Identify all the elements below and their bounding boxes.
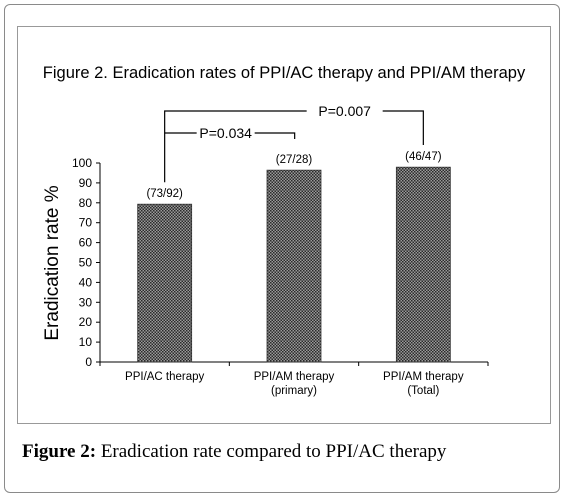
- y-tick-label: 10: [79, 335, 93, 349]
- bar: [137, 203, 193, 363]
- caption-text: Eradication rate compared to PPI/AC ther…: [96, 441, 447, 462]
- bar-chart: Figure 2. Eradication rates of PPI/AC th…: [42, 64, 526, 397]
- p-value-label: P=0.007: [318, 103, 371, 119]
- y-tick-label: 100: [72, 156, 92, 170]
- category-label: PPI/AM therapy: [383, 371, 464, 383]
- y-tick-label: 0: [85, 355, 92, 369]
- category-label: (primary): [271, 385, 317, 397]
- y-tick-label: 80: [79, 196, 93, 210]
- bar: [266, 169, 322, 363]
- chart-title: Figure 2. Eradication rates of PPI/AC th…: [43, 64, 526, 82]
- y-tick-label: 40: [79, 275, 93, 289]
- p-value-label: P=0.034: [199, 125, 252, 141]
- y-tick-label: 30: [79, 295, 93, 309]
- figure-frame: Figure 2. Eradication rates of PPI/AC th…: [4, 4, 560, 493]
- caption-label: Figure 2:: [22, 441, 97, 462]
- significance-brackets: P=0.034 P=0.007: [164, 103, 424, 183]
- category-label: PPI/AC therapy: [125, 371, 205, 383]
- y-tick-label: 60: [79, 236, 93, 250]
- bracket-line: [382, 110, 424, 145]
- category-label: (Total): [407, 385, 439, 397]
- y-tick-label: 90: [79, 176, 93, 190]
- axes: 0 10 20 30 40 50 60 70 80 90 100: [72, 156, 489, 369]
- y-tick-label: 50: [79, 256, 93, 270]
- y-axis-label: Eradication rate %: [42, 185, 63, 340]
- bracket-line: [254, 132, 296, 139]
- data-label: (73/92): [146, 188, 183, 200]
- y-tick-label: 70: [79, 216, 93, 230]
- bar: [395, 166, 451, 363]
- bars: (73/92) PPI/AC therapy (27/28) PPI/AM thera…: [125, 151, 464, 397]
- category-label: PPI/AM therapy: [254, 371, 335, 383]
- chart-panel: Figure 2. Eradication rates of PPI/AC th…: [17, 26, 551, 424]
- y-tick-label: 20: [79, 315, 93, 329]
- figure-caption: Figure 2: Eradication rate compared to P…: [22, 441, 552, 463]
- bracket-line: [164, 110, 307, 183]
- data-label: (27/28): [276, 154, 313, 166]
- data-label: (46/47): [405, 151, 442, 163]
